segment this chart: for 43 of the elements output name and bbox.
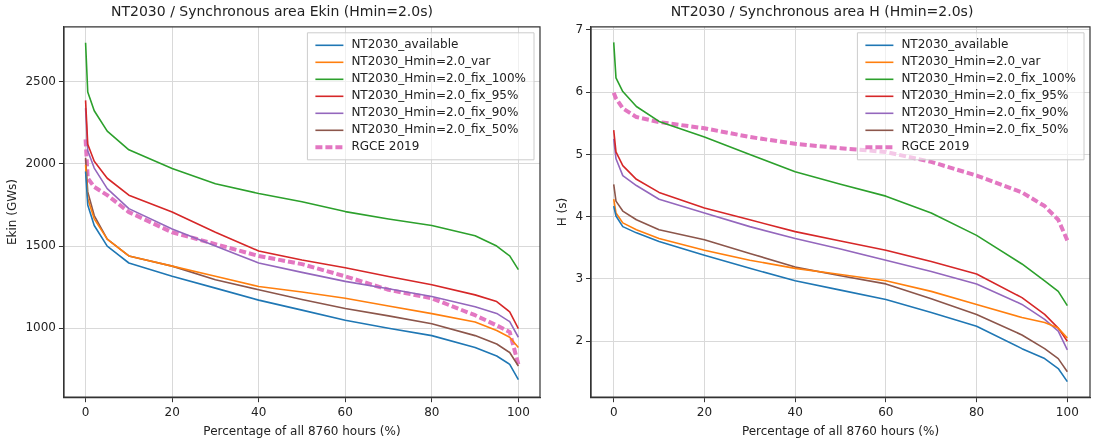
y-tick-label: 4 [575,208,584,223]
line-series [611,90,1070,243]
legend-label: NT2030_Hmin=2.0_fix_100% [901,71,1077,86]
chart-title: NT2030 / Synchronous area H (Hmin=2.0s) [670,3,974,20]
x-axis-title: Percentage of all 8760 hours (%) [741,423,940,438]
x-tick-label: 0 [609,404,618,419]
legend-label: RGCE 2019 [901,139,970,154]
y-tick-label: 2 [575,333,584,348]
legend-label: RGCE 2019 [351,139,420,154]
x-tick-label: 0 [81,404,90,419]
legend-label: NT2030_Hmin=2.0_fix_100% [351,71,527,86]
y-tick-label: 1500 [25,238,56,253]
legend-label: NT2030_Hmin=2.0_fix_95% [901,88,1069,103]
y-tick-label: 1000 [25,320,56,335]
legend-label: NT2030_available [351,37,459,52]
legend-label: NT2030_Hmin=2.0_var [901,54,1041,69]
y-axis-title: H (s) [555,197,570,227]
y-axis-title: Ekin (GWs) [5,178,20,246]
x-tick-label: 20 [696,404,713,419]
y-tick-label: 7 [575,22,584,37]
x-tick-label: 100 [506,404,530,419]
legend-label: NT2030_Hmin=2.0_fix_90% [351,105,519,120]
x-tick-label: 60 [337,404,353,419]
x-tick-label: 80 [968,404,985,419]
legend-label: NT2030_available [901,37,1009,52]
legend-label: NT2030_Hmin=2.0_var [351,54,491,69]
x-tick-label: 100 [1055,404,1079,419]
y-tick-label: 5 [575,146,584,161]
x-tick-label: 80 [424,404,440,419]
chart-title: NT2030 / Synchronous area Ekin (Hmin=2.0s) [111,3,433,20]
x-tick-label: 60 [878,404,894,419]
x-axis-title: Percentage of all 8760 hours (%) [203,423,401,438]
x-tick-label: 20 [164,404,180,419]
legend-label: NT2030_Hmin=2.0_fix_90% [901,105,1069,120]
x-tick-label: 40 [251,404,267,419]
y-tick-label: 2000 [25,156,56,171]
y-tick-label: 2500 [25,73,56,88]
x-tick-label: 40 [787,404,803,419]
legend-label: NT2030_Hmin=2.0_fix_50% [901,122,1069,137]
legend-label: NT2030_Hmin=2.0_fix_50% [351,122,519,137]
y-tick-label: 3 [575,271,584,286]
legend-label: NT2030_Hmin=2.0_fix_95% [351,88,519,103]
y-tick-label: 6 [575,84,584,99]
